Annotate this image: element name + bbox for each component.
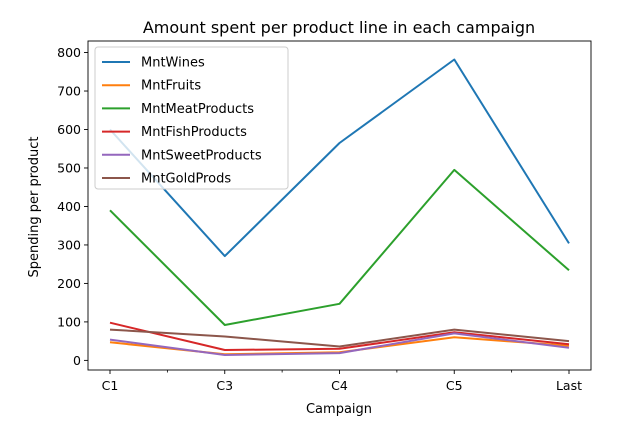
y-axis-label: Spending per product — [27, 137, 42, 278]
y-tick-label: 600 — [57, 122, 81, 137]
y-tick-label: 0 — [73, 353, 81, 368]
legend-box — [94, 46, 289, 190]
series-line-MntMeatProducts — [109, 168, 570, 326]
legend-entry: MntSweetProducts — [141, 148, 262, 163]
y-axis: 0 100 200 300 400 500 600 700 800 — [57, 45, 88, 368]
series-line-MntWines — [109, 58, 570, 258]
chart-title: Amount spent per product line in each ca… — [143, 18, 535, 37]
y-tick-label: 800 — [57, 45, 81, 60]
x-axis: C1 C3 C4 C5 Last — [102, 370, 582, 393]
x-axis-label: Campaign — [306, 402, 372, 417]
y-tick-label: 500 — [57, 160, 81, 175]
y-tick-label: 300 — [57, 237, 81, 252]
x-tick-label: C3 — [216, 378, 233, 393]
y-tick-label: 100 — [57, 314, 81, 329]
x-tick-label: C1 — [102, 378, 119, 393]
legend: MntWines MntFruits MntMeatProducts MntFishP… — [94, 46, 289, 190]
legend-entry: MntFishProducts — [141, 125, 247, 140]
x-tick-label: C5 — [446, 378, 463, 393]
legend-entry: MntGoldProds — [141, 172, 231, 187]
series-line-MntSweetProducts — [109, 332, 570, 356]
series-layer — [109, 58, 570, 356]
series-line-MntGoldProds — [109, 328, 570, 348]
x-tick-label: Last — [556, 378, 582, 393]
legend-entry: MntWines — [141, 56, 205, 71]
legend-entry: MntMeatProducts — [141, 102, 254, 117]
y-tick-label: 700 — [57, 84, 81, 99]
y-tick-label: 200 — [57, 276, 81, 291]
y-tick-label: 400 — [57, 199, 81, 214]
series-line-MntFishProducts — [109, 321, 570, 351]
legend-entry: MntFruits — [141, 79, 201, 94]
x-tick-label: C4 — [331, 378, 348, 393]
